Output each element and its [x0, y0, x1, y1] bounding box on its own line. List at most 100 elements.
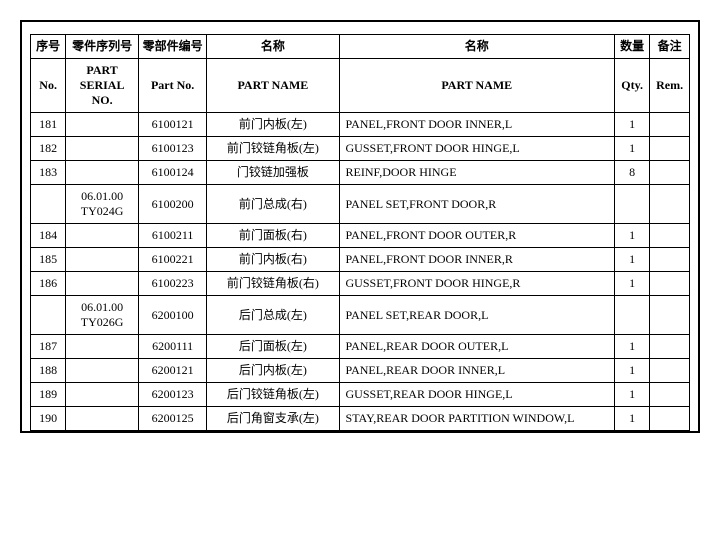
name-cn-cell: 后门面板(左) — [207, 335, 339, 359]
table-row: 186 6100223前门铰链角板(右)GUSSET,FRONT DOOR HIN… — [31, 272, 690, 296]
name-cn-cell: 后门铰链角板(左) — [207, 383, 339, 407]
part-cell: 6200121 — [138, 359, 206, 383]
header-part-en: Part No. — [138, 59, 206, 113]
serial-cell — [66, 161, 139, 185]
header-row-en: No. PART SERIAL NO. Part No. PART NAME P… — [31, 59, 690, 113]
part-cell: 6100121 — [138, 113, 206, 137]
header-serial-en: PART SERIAL NO. — [66, 59, 139, 113]
qty-cell: 1 — [615, 335, 650, 359]
header-serial-cn: 零件序列号 — [66, 35, 139, 59]
qty-cell: 8 — [615, 161, 650, 185]
table-row: 1896200123后门铰链角板(左)GUSSET,REAR DOOR HING… — [31, 383, 690, 407]
no-cell: 186 — [31, 272, 66, 296]
name-en-cell: GUSSET,FRONT DOOR HINGE,L — [339, 137, 615, 161]
name-en-cell: PANEL,FRONT DOOR INNER,L — [339, 113, 615, 137]
no-cell: 185 — [31, 248, 66, 272]
table-row: 1886200121后门内板(左)PANEL,REAR DOOR INNER,L… — [31, 359, 690, 383]
rem-cell — [650, 137, 690, 161]
part-cell: 6200123 — [138, 383, 206, 407]
table-row: 06.01.00 TY024G6100200前门总成(右)PANEL SET,F… — [31, 185, 690, 224]
table-row: 1906200125后门角窗支承(左)STAY,REAR DOOR PARTIT… — [31, 407, 690, 431]
header-name2-en: PART NAME — [339, 59, 615, 113]
no-cell: 183 — [31, 161, 66, 185]
table-row: 185 6100221前门内板(右)PANEL,FRONT DOOR INNER,… — [31, 248, 690, 272]
qty-cell: 1 — [615, 272, 650, 296]
no-cell: 184 — [31, 224, 66, 248]
name-cn-cell: 前门总成(右) — [207, 185, 339, 224]
name-cn-cell: 后门总成(左) — [207, 296, 339, 335]
name-cn-cell: 门铰链加强板 — [207, 161, 339, 185]
serial-cell — [66, 113, 139, 137]
table-row: 184 6100211前门面板(右)PANEL,FRONT DOOR OUTER,… — [31, 224, 690, 248]
part-cell: 6100124 — [138, 161, 206, 185]
name-en-cell: GUSSET,FRONT DOOR HINGE,R — [339, 272, 615, 296]
part-cell: 6100223 — [138, 272, 206, 296]
no-cell: 190 — [31, 407, 66, 431]
qty-cell: 1 — [615, 359, 650, 383]
part-cell: 6100123 — [138, 137, 206, 161]
table-body: 1816100121前门内板(左)PANEL,FRONT DOOR INNER,… — [31, 113, 690, 431]
qty-cell: 1 — [615, 224, 650, 248]
qty-cell: 1 — [615, 113, 650, 137]
qty-cell: 1 — [615, 383, 650, 407]
part-cell: 6200125 — [138, 407, 206, 431]
name-en-cell: GUSSET,REAR DOOR HINGE,L — [339, 383, 615, 407]
rem-cell — [650, 272, 690, 296]
name-cn-cell: 后门角窗支承(左) — [207, 407, 339, 431]
rem-cell — [650, 185, 690, 224]
name-cn-cell: 前门内板(右) — [207, 248, 339, 272]
no-cell: 181 — [31, 113, 66, 137]
name-en-cell: PANEL,FRONT DOOR OUTER,R — [339, 224, 615, 248]
serial-cell — [66, 224, 139, 248]
rem-cell — [650, 113, 690, 137]
name-en-cell: PANEL,REAR DOOR INNER,L — [339, 359, 615, 383]
header-name1-en: PART NAME — [207, 59, 339, 113]
serial-cell: 06.01.00 TY024G — [66, 185, 139, 224]
name-cn-cell: 前门铰链角板(左) — [207, 137, 339, 161]
rem-cell — [650, 359, 690, 383]
serial-cell — [66, 272, 139, 296]
serial-cell — [66, 359, 139, 383]
serial-cell — [66, 137, 139, 161]
name-en-cell: PANEL,FRONT DOOR INNER,R — [339, 248, 615, 272]
header-rem-en: Rem. — [650, 59, 690, 113]
rem-cell — [650, 335, 690, 359]
part-cell: 6100211 — [138, 224, 206, 248]
serial-cell — [66, 248, 139, 272]
table-row: 182 6100123前门铰链角板(左)GUSSET,FRONT DOOR HIN… — [31, 137, 690, 161]
header-qty-en: Qty. — [615, 59, 650, 113]
qty-cell: 1 — [615, 248, 650, 272]
header-no-cn: 序号 — [31, 35, 66, 59]
name-cn-cell: 前门内板(左) — [207, 113, 339, 137]
header-name2-cn: 名称 — [339, 35, 615, 59]
part-cell: 6100200 — [138, 185, 206, 224]
rem-cell — [650, 248, 690, 272]
no-cell — [31, 185, 66, 224]
serial-cell: 06.01.00 TY026G — [66, 296, 139, 335]
name-en-cell: PANEL,REAR DOOR OUTER,L — [339, 335, 615, 359]
name-en-cell: PANEL SET,FRONT DOOR,R — [339, 185, 615, 224]
part-cell: 6200111 — [138, 335, 206, 359]
qty-cell — [615, 185, 650, 224]
qty-cell: 1 — [615, 407, 650, 431]
header-qty-cn: 数量 — [615, 35, 650, 59]
no-cell: 182 — [31, 137, 66, 161]
serial-cell — [66, 335, 139, 359]
rem-cell — [650, 296, 690, 335]
name-en-cell: REINF,DOOR HINGE — [339, 161, 615, 185]
name-cn-cell: 前门面板(右) — [207, 224, 339, 248]
header-rem-cn: 备注 — [650, 35, 690, 59]
serial-cell — [66, 383, 139, 407]
qty-cell: 1 — [615, 137, 650, 161]
table-container: 序号 零件序列号 零部件编号 名称 名称 数量 备注 No. PART SERI… — [20, 20, 700, 433]
table-row: 1876200111后门面板(左)PANEL,REAR DOOR OUTER,L… — [31, 335, 690, 359]
rem-cell — [650, 407, 690, 431]
qty-cell — [615, 296, 650, 335]
name-en-cell: PANEL SET,REAR DOOR,L — [339, 296, 615, 335]
header-row-cn: 序号 零件序列号 零部件编号 名称 名称 数量 备注 — [31, 35, 690, 59]
rem-cell — [650, 383, 690, 407]
name-cn-cell: 前门铰链角板(右) — [207, 272, 339, 296]
part-cell: 6100221 — [138, 248, 206, 272]
header-no-en: No. — [31, 59, 66, 113]
table-row: 183 6100124门铰链加强板REINF,DOOR HINGE8 — [31, 161, 690, 185]
